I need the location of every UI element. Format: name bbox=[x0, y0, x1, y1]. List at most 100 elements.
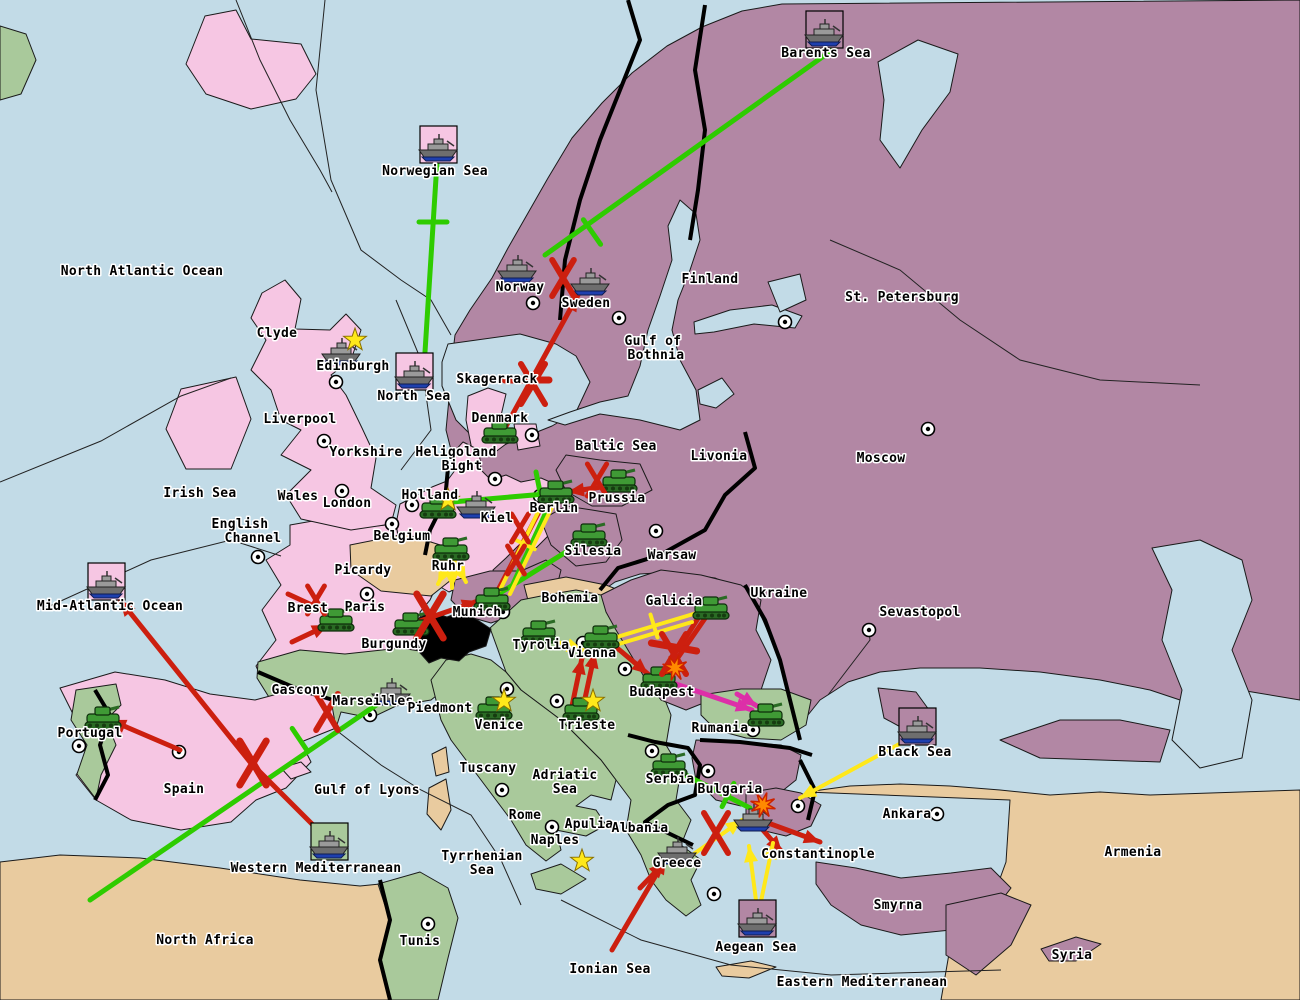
order-arrow-yellow bbox=[445, 554, 459, 590]
star-marker bbox=[569, 847, 595, 872]
region-iceland[interactable] bbox=[185, 9, 317, 110]
army-denmark[interactable] bbox=[481, 419, 519, 444]
dislodged-burst bbox=[750, 792, 776, 818]
fleet-black-sea[interactable] bbox=[897, 707, 937, 746]
region-smyrna-wedge[interactable] bbox=[945, 892, 1032, 976]
region-gulf-of-finland-sea[interactable] bbox=[693, 304, 803, 335]
bounce-bar bbox=[647, 639, 701, 655]
army-portugal[interactable] bbox=[84, 705, 122, 730]
province-border bbox=[235, 0, 333, 193]
region-white-sea[interactable] bbox=[877, 39, 959, 169]
province-label-ukraine: Ukraine bbox=[751, 586, 808, 601]
army-vienna[interactable] bbox=[582, 624, 620, 649]
army-galicia[interactable] bbox=[692, 595, 730, 620]
fleet-kiel[interactable] bbox=[456, 491, 496, 519]
region-britain[interactable] bbox=[250, 279, 397, 531]
region-sardinia[interactable] bbox=[426, 778, 452, 831]
order-arrow-yellow bbox=[610, 620, 694, 648]
fleet-western-med[interactable] bbox=[309, 822, 349, 861]
province-label-bohemia: Bohemia bbox=[542, 591, 599, 606]
fleet-barents-sea[interactable] bbox=[804, 10, 844, 49]
region-cyprus[interactable] bbox=[1040, 936, 1102, 962]
army-serbia[interactable] bbox=[650, 752, 688, 777]
army-brest[interactable] bbox=[317, 607, 355, 632]
province-label-edinburgh: Edinburgh bbox=[316, 359, 389, 374]
order-arrow-red bbox=[637, 859, 668, 891]
fleet-norwegian-sea[interactable] bbox=[418, 125, 458, 164]
support-crossbar bbox=[648, 612, 660, 640]
fleet-edinburgh[interactable] bbox=[321, 338, 361, 366]
fleet-marseilles[interactable] bbox=[371, 678, 411, 706]
army-berlin[interactable] bbox=[537, 479, 575, 504]
province-label-constantinople: Constantinople bbox=[761, 847, 875, 862]
bounce-x-mark bbox=[236, 737, 270, 789]
order-arrow-green bbox=[542, 45, 838, 258]
region-italy[interactable] bbox=[430, 653, 617, 862]
region-lake-ladoga[interactable] bbox=[767, 273, 807, 313]
fleet-sweden[interactable] bbox=[570, 268, 610, 296]
army-prussia[interactable] bbox=[600, 468, 638, 493]
fleet-north-sea[interactable] bbox=[394, 352, 434, 391]
province-label-denmark: Denmark bbox=[472, 411, 529, 426]
fleet-constantinople[interactable] bbox=[733, 804, 773, 832]
army-tyrolia[interactable] bbox=[520, 619, 558, 644]
region-greenland-tip[interactable] bbox=[0, 25, 37, 101]
province-border bbox=[335, 729, 522, 906]
supply-center-dot bbox=[524, 427, 540, 443]
fleet-aegean-sea[interactable] bbox=[737, 899, 777, 938]
order-arrow-green bbox=[422, 159, 440, 355]
army-munich[interactable] bbox=[473, 586, 511, 611]
region-picardy[interactable] bbox=[349, 533, 457, 597]
province-label-galicia: Galicia bbox=[646, 594, 703, 609]
region-gulf-of-riga-sea[interactable] bbox=[697, 377, 735, 409]
province-label-prussia: Prussia bbox=[589, 491, 646, 506]
bounce-x-mark bbox=[313, 691, 341, 733]
province-label-yorkshire: Yorkshire bbox=[329, 445, 402, 460]
supply-center-dot bbox=[617, 661, 633, 677]
army-budapest[interactable] bbox=[640, 665, 678, 690]
region-caspian-sea[interactable] bbox=[1151, 539, 1253, 769]
army-ruhr[interactable] bbox=[432, 536, 470, 561]
region-ireland[interactable] bbox=[165, 376, 252, 470]
supply-center-dot bbox=[250, 549, 266, 565]
supply-center-dot bbox=[494, 782, 510, 798]
region-corsica[interactable] bbox=[431, 746, 450, 777]
order-arrow-magenta bbox=[667, 679, 755, 713]
national-border bbox=[598, 431, 757, 592]
region-caucasus[interactable] bbox=[999, 719, 1171, 763]
order-arrow-red bbox=[502, 292, 581, 431]
supply-center-dot bbox=[549, 693, 565, 709]
bounce-x-mark bbox=[549, 257, 577, 299]
region-north-africa[interactable] bbox=[0, 854, 392, 1000]
army-silesia[interactable] bbox=[570, 522, 608, 547]
province-label-belgium: Belgium bbox=[374, 529, 431, 544]
sea-label-skagerrack: Skagerrack bbox=[456, 372, 537, 387]
supply-center-dot bbox=[700, 763, 716, 779]
supply-center-dot bbox=[777, 314, 793, 330]
fleet-mid-atlantic[interactable] bbox=[86, 562, 126, 601]
province-label-sevastopol: Sevastopol bbox=[879, 605, 960, 620]
province-label-armenia: Armenia bbox=[1105, 845, 1162, 860]
region-baltic-sea[interactable] bbox=[547, 199, 701, 431]
army-rumania[interactable] bbox=[747, 702, 785, 727]
province-label-north-africa: North Africa bbox=[156, 933, 254, 948]
sea-label-norwegian-sea: Norwegian Sea bbox=[382, 164, 488, 179]
supply-center-dot bbox=[359, 586, 375, 602]
sea-label-adriatic: Adriatic bbox=[532, 768, 597, 783]
order-arrow-yellow bbox=[436, 554, 454, 586]
fleet-norway[interactable] bbox=[497, 255, 537, 283]
province-label-liverpool: Liverpool bbox=[263, 412, 336, 427]
province-label-syria: Syria bbox=[1052, 948, 1093, 963]
supply-center-dot bbox=[929, 806, 945, 822]
province-label-picardy: Picardy bbox=[335, 563, 392, 578]
labels-layer: North Atlantic Ocean Norwegian Sea Barents… bbox=[35, 45, 1162, 992]
fleet-greece[interactable] bbox=[657, 837, 697, 865]
marks-layer bbox=[236, 257, 776, 872]
sea-label-north-atlantic-ocean: North Atlantic Ocean bbox=[61, 264, 224, 279]
region-sicily[interactable] bbox=[530, 863, 587, 895]
order-arrow-yellow bbox=[798, 740, 905, 800]
order-arrow-red bbox=[581, 649, 599, 706]
